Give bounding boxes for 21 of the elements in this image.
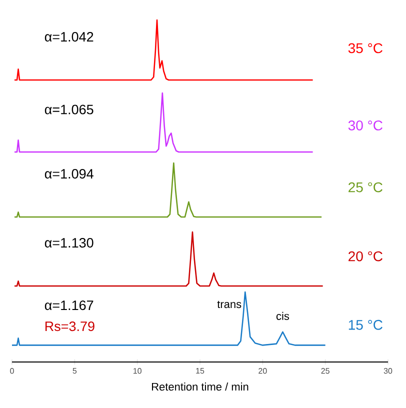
text: 20 °C <box>348 251 382 262</box>
x-tick-label: 20 <box>258 368 267 374</box>
x-tick-label: 10 <box>133 368 142 374</box>
annotation: Rs=3.79 <box>45 322 94 332</box>
x-tick-label: 0 <box>10 368 14 374</box>
x-tick-label: 15 <box>196 368 204 374</box>
text: 30 °C <box>348 120 382 130</box>
annotation: trans <box>217 300 242 308</box>
text: 25 °C <box>348 182 382 192</box>
annotation: α=1.167 <box>44 300 94 310</box>
annotation: α=1.130 <box>44 238 94 248</box>
annotation: α=1.042 <box>44 32 94 42</box>
annotation: α=1.094 <box>44 169 94 179</box>
x-axis-title: Retention time / min <box>152 382 248 391</box>
annotation: cis <box>276 312 290 320</box>
x-tick-label: 5 <box>72 368 77 374</box>
text: 35 °C <box>348 43 382 54</box>
annotation: α=1.065 <box>44 104 94 114</box>
x-tick-label: 25 <box>321 368 330 374</box>
text: 15 °C <box>348 320 382 330</box>
x-tick-label: 30 <box>384 368 392 374</box>
